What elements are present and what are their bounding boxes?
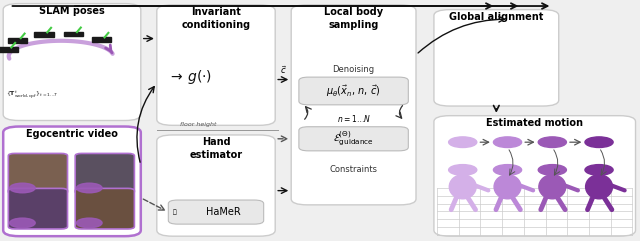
Text: SLAM poses: SLAM poses — [39, 6, 105, 16]
Text: Constraints: Constraints — [330, 165, 378, 174]
Text: 🔒: 🔒 — [173, 209, 177, 215]
Circle shape — [493, 137, 522, 147]
Circle shape — [538, 137, 566, 147]
Circle shape — [449, 165, 477, 175]
Text: Hand
estimator: Hand estimator — [189, 137, 243, 160]
Text: $\mu_\theta(\vec{x}_n,\, n,\, \vec{c})$: $\mu_\theta(\vec{x}_n,\, n,\, \vec{c})$ — [326, 83, 381, 99]
Ellipse shape — [586, 175, 612, 199]
FancyBboxPatch shape — [76, 154, 134, 194]
Bar — [64, 32, 83, 36]
Circle shape — [10, 183, 35, 193]
Circle shape — [77, 183, 102, 193]
Text: Global alignment: Global alignment — [449, 12, 543, 22]
Text: floor height: floor height — [180, 121, 216, 127]
Text: Estimated motion: Estimated motion — [486, 118, 583, 128]
FancyBboxPatch shape — [8, 154, 68, 194]
FancyBboxPatch shape — [76, 188, 134, 229]
FancyBboxPatch shape — [434, 10, 559, 106]
Text: $\{\mathbf{T}^t_{\mathrm{world,cpf}}\}_{t=1\ldots T}$: $\{\mathbf{T}^t_{\mathrm{world,cpf}}\}_{… — [6, 89, 59, 101]
Circle shape — [449, 137, 477, 147]
FancyBboxPatch shape — [157, 5, 275, 125]
Text: $n = 1 \ldots N$: $n = 1 \ldots N$ — [337, 113, 371, 124]
Text: Local body
sampling: Local body sampling — [324, 7, 383, 30]
FancyBboxPatch shape — [8, 188, 68, 229]
Circle shape — [10, 218, 35, 228]
Bar — [8, 38, 27, 42]
Text: $\mathcal{E}^{(\Theta)}_{\mathrm{guidance}}$: $\mathcal{E}^{(\Theta)}_{\mathrm{guidanc… — [333, 130, 374, 148]
FancyBboxPatch shape — [299, 127, 408, 151]
Ellipse shape — [494, 175, 521, 199]
Circle shape — [585, 165, 613, 175]
Ellipse shape — [449, 175, 476, 199]
FancyBboxPatch shape — [299, 77, 408, 105]
FancyBboxPatch shape — [291, 5, 416, 205]
Circle shape — [538, 165, 566, 175]
Text: HaMeR: HaMeR — [206, 207, 241, 217]
Circle shape — [77, 218, 102, 228]
FancyBboxPatch shape — [434, 116, 636, 236]
Text: Egocentric video: Egocentric video — [26, 129, 118, 139]
Circle shape — [585, 137, 613, 147]
Bar — [0, 47, 18, 52]
FancyBboxPatch shape — [3, 4, 141, 120]
FancyBboxPatch shape — [168, 200, 264, 224]
Text: Invariant
conditioning: Invariant conditioning — [181, 7, 251, 30]
Bar — [92, 37, 111, 42]
Ellipse shape — [539, 175, 566, 199]
FancyBboxPatch shape — [3, 127, 141, 236]
Text: $\vec{c}$: $\vec{c}$ — [280, 64, 287, 76]
Bar — [35, 32, 54, 37]
Text: Denoising: Denoising — [333, 65, 374, 74]
FancyBboxPatch shape — [157, 135, 275, 236]
Circle shape — [493, 165, 522, 175]
Text: $\rightarrow\, g(\cdot)$: $\rightarrow\, g(\cdot)$ — [168, 68, 212, 86]
